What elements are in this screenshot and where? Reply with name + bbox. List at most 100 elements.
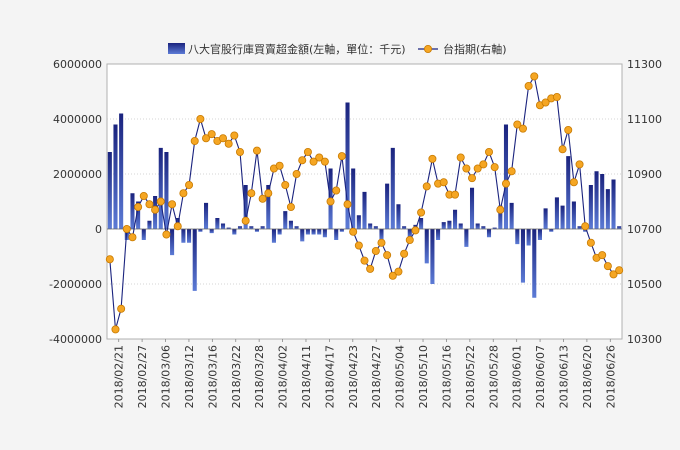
bar bbox=[543, 208, 548, 229]
line-point bbox=[468, 174, 477, 183]
bar bbox=[368, 223, 373, 229]
x-tick-label: 2018/04/02 bbox=[277, 345, 290, 408]
bars-layer bbox=[107, 102, 622, 298]
bar bbox=[158, 147, 163, 229]
line-point bbox=[400, 249, 409, 258]
line-point bbox=[258, 194, 267, 203]
y-right-tick-label: 10500 bbox=[627, 278, 662, 291]
line-point bbox=[501, 179, 510, 188]
y-right-tick-label: 10700 bbox=[627, 223, 662, 236]
line-point bbox=[241, 216, 250, 225]
line-point bbox=[298, 156, 307, 165]
bar bbox=[583, 229, 588, 232]
bar bbox=[577, 226, 582, 229]
bar bbox=[436, 229, 441, 240]
x-tick-label: 2018/03/06 bbox=[160, 345, 173, 408]
line-point bbox=[490, 163, 499, 172]
x-tick-label: 2018/05/04 bbox=[394, 345, 407, 408]
bar bbox=[537, 229, 542, 240]
bar bbox=[390, 147, 395, 229]
bar bbox=[373, 226, 378, 229]
bar bbox=[147, 220, 152, 229]
y-axis-right: 10300 10500 10700 10900 11100 11300 bbox=[627, 58, 662, 346]
bar bbox=[515, 229, 520, 245]
bar bbox=[266, 185, 271, 229]
bar bbox=[311, 229, 316, 235]
line-point bbox=[371, 246, 380, 255]
line-point bbox=[456, 153, 465, 162]
bar bbox=[260, 226, 265, 229]
line-point bbox=[320, 157, 329, 166]
bar bbox=[407, 229, 412, 238]
bar bbox=[475, 223, 480, 229]
bar bbox=[532, 229, 537, 298]
bar bbox=[430, 229, 435, 284]
line-point bbox=[575, 160, 584, 169]
line-point bbox=[530, 72, 539, 81]
bar bbox=[136, 201, 141, 229]
line-point bbox=[388, 271, 397, 280]
bar bbox=[226, 227, 231, 229]
bar bbox=[402, 226, 407, 229]
x-tick-label: 2018/05/10 bbox=[417, 345, 430, 408]
bar bbox=[424, 229, 429, 264]
line-point bbox=[354, 241, 363, 250]
y-axis-left: -4000000 -2000000 0 2000000 4000000 6000000 bbox=[49, 58, 102, 346]
bar bbox=[198, 229, 203, 232]
legend: 八大官股行庫買賣超金額(左軸，單位：千元) 台指期(右軸) bbox=[168, 42, 507, 56]
bar bbox=[588, 185, 593, 229]
line-point bbox=[139, 191, 148, 200]
x-tick-label: 2018/05/16 bbox=[440, 345, 453, 408]
bar bbox=[305, 229, 310, 235]
line-point bbox=[247, 189, 256, 198]
y-left-tick-label: -4000000 bbox=[49, 333, 102, 346]
x-tick-label: 2018/04/23 bbox=[347, 345, 360, 408]
bar bbox=[322, 229, 327, 238]
bar bbox=[356, 215, 361, 229]
line-layer bbox=[105, 72, 624, 334]
bar bbox=[571, 201, 576, 229]
x-tick-label: 2018/06/20 bbox=[581, 345, 594, 408]
bar bbox=[385, 183, 390, 229]
line-point bbox=[332, 186, 341, 195]
y-left-tick-label: 4000000 bbox=[53, 113, 102, 126]
bar bbox=[107, 152, 112, 229]
line-point bbox=[275, 161, 284, 170]
line-point bbox=[428, 154, 437, 163]
bar bbox=[441, 222, 446, 229]
bar bbox=[526, 229, 531, 246]
bar bbox=[209, 229, 214, 234]
x-tick-label: 2018/02/27 bbox=[136, 345, 149, 408]
bar bbox=[554, 197, 559, 229]
line-point bbox=[586, 238, 595, 247]
line-point bbox=[360, 256, 369, 265]
bar bbox=[254, 229, 260, 232]
line-point bbox=[451, 190, 460, 199]
line-point bbox=[134, 202, 143, 211]
y-right-tick-label: 11100 bbox=[627, 113, 662, 126]
line-point bbox=[462, 164, 471, 173]
line-point bbox=[377, 238, 386, 247]
bar bbox=[130, 193, 135, 229]
legend-bar-label: 八大官股行庫買賣超金額(左軸，單位：千元) bbox=[188, 42, 406, 56]
bar bbox=[187, 229, 192, 243]
line-point bbox=[303, 147, 312, 156]
bar bbox=[181, 229, 186, 243]
x-tick-label: 2018/06/26 bbox=[604, 345, 617, 408]
x-axis: 2018/02/21 2018/02/27 2018/03/06 2018/03/12… bbox=[113, 339, 617, 408]
bar bbox=[334, 229, 339, 240]
bar bbox=[220, 223, 226, 229]
bar bbox=[520, 229, 525, 283]
y-right-tick-label: 10900 bbox=[627, 168, 662, 181]
bar bbox=[288, 220, 293, 229]
line-point bbox=[315, 153, 324, 162]
x-tick-label: 2018/03/22 bbox=[230, 345, 243, 408]
bar bbox=[492, 227, 497, 229]
line-point bbox=[337, 152, 346, 161]
line-point bbox=[496, 205, 505, 214]
line-point bbox=[485, 147, 494, 156]
line-point bbox=[190, 136, 199, 145]
bar bbox=[345, 102, 350, 229]
y-left-tick-label: 0 bbox=[95, 223, 102, 236]
bar bbox=[617, 226, 622, 229]
